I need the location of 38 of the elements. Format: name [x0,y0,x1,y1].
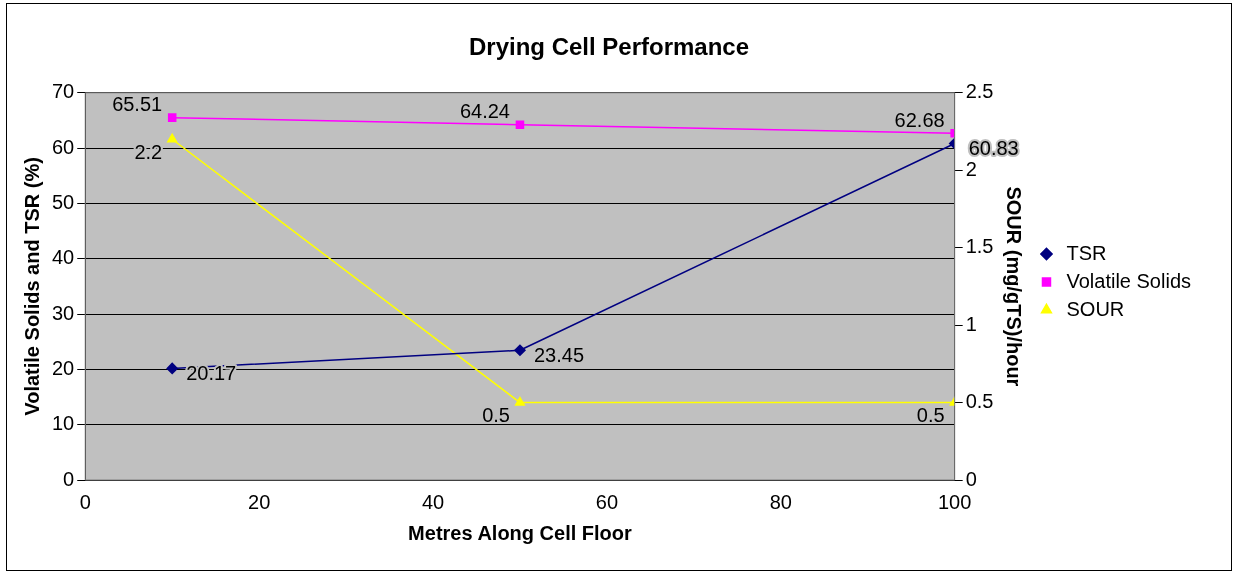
data-label: 62.68 [894,108,945,131]
data-label: 23.45 [533,343,585,366]
data-label: 65.51 [112,93,163,116]
point [515,120,525,129]
y2-tick-label: 0 [965,467,977,490]
y-tick-label: 10 [52,412,75,435]
legend-label: SOUR [1066,297,1125,320]
legend-label: TSR [1066,241,1107,264]
y-tick-label: 0 [63,467,75,490]
y2-axis-title: SOUR (mg/gTS)/hour [1002,186,1025,387]
x-tick-label: 40 [421,490,445,513]
y-tick-label: 20 [52,356,75,379]
y2-tick-label: 1.5 [965,235,994,258]
legend-label: Volatile Solids [1066,269,1192,292]
data-label: 64.24 [459,100,510,123]
point [166,362,178,375]
y-tick-label: 50 [52,190,75,213]
x-tick-label: 60 [595,490,619,513]
data-label: 60.83 [968,137,1019,160]
x-tick-label: 20 [248,490,271,513]
data-label: 0.5 [482,404,510,427]
y2-tick-label: 2 [965,157,977,180]
x-tick-label: 0 [79,490,91,513]
chart-title: Drying Cell Performance [468,33,750,61]
data-label: 0.5 [916,404,945,427]
point [514,344,526,357]
point [167,113,177,122]
y-tick-label: 40 [52,246,75,269]
y-tick-label: 60 [52,135,75,158]
y2-tick-label: 0.5 [965,390,994,413]
y2-tick-label: 1 [965,312,977,335]
y-tick-label: 70 [52,80,75,103]
x-tick-label: 100 [937,490,972,513]
x-axis-title: Metres Along Cell Floor [408,521,633,544]
y-axis-title: Volatile Solids and TSR (%) [20,157,43,416]
y2-tick-label: 2.5 [965,80,994,103]
x-tick-label: 80 [769,490,792,513]
y-tick-label: 30 [52,301,75,324]
